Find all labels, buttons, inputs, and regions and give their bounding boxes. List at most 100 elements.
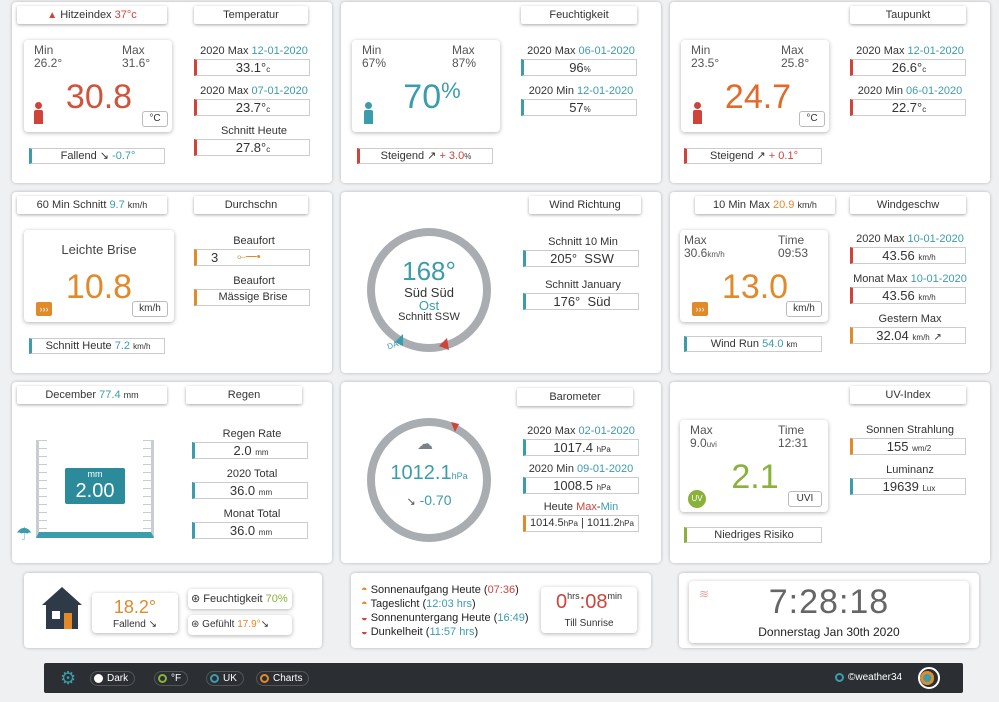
dewpoint-trend: Steigend ↗ + 0.1° — [684, 148, 822, 164]
sun-panel: ◓ Sonnenaufgang Heute (07:36) ◓ Tageslic… — [351, 573, 651, 648]
wind-dir-avg: Schnitt SSW — [398, 311, 460, 323]
thermometer-icon: ⊛ — [191, 619, 200, 630]
uv-badge-icon: UV — [688, 490, 706, 508]
heat-index-box: Min 26.2° Max 31.6° 30.8 °C — [24, 40, 172, 132]
rain-year-total: 36.0 mm — [192, 482, 308, 499]
dewpoint-year-max: 26.6°c — [850, 59, 966, 76]
cloud-rain-icon: ☁ — [417, 436, 433, 453]
wind-badge-icon: ››› — [36, 302, 52, 316]
humidity-trend: Steigend ↗ + 3.0% — [357, 148, 493, 164]
uv-unit: UVI — [788, 491, 822, 507]
wind-yesterday-max: 32.04 km/h ↗ — [850, 327, 966, 344]
wind-degrees: 168° — [402, 256, 456, 286]
baro-today: 1014.5hPa | 1011.2hPa — [523, 515, 639, 532]
baro-year-max: 1017.4 hPa — [523, 439, 639, 456]
humidity-panel: Feuchtigkeit Min 67% Max 87% 70% Steigend … — [341, 2, 661, 183]
windsock-icon: ⟜━• — [237, 251, 261, 263]
charts-button[interactable]: Charts — [256, 671, 310, 686]
sunset-icon: ◒ — [361, 612, 368, 624]
clock-time: 7:28:18 — [768, 583, 890, 621]
wind-avg-jan: 176° Süd — [523, 293, 639, 310]
rain-rate: 2.0 mm — [192, 442, 308, 459]
durchschn-tab: Durchschn — [194, 196, 308, 214]
rain-month-tab: December 77.4 mm — [17, 386, 167, 404]
indoor-humidity: ⊛ Feuchtigkeit 70% — [188, 589, 292, 609]
uv-risk: Niedriges Risiko — [684, 527, 822, 543]
trend-up-icon: ↗ — [427, 150, 437, 162]
barometer-trend: ↘ -0.70 — [406, 492, 452, 508]
gust-value: 13.0 — [721, 268, 789, 306]
dewpoint-box: Min 23.5° Max 25.8° 24.7 °C — [681, 40, 829, 132]
solar-radiation: 155 wm/2 — [850, 438, 966, 455]
uk-units-button[interactable]: UK — [206, 671, 244, 686]
person-icon — [34, 102, 44, 124]
humidity-year-min: 57% — [521, 99, 637, 116]
uv-panel: UV-Index Max 9.0uvi Time 12:31 2.1 UV UVI … — [670, 382, 990, 563]
luminance: 19639 Lux — [850, 478, 966, 495]
uv-box: Max 9.0uvi Time 12:31 2.1 UV UVI — [680, 420, 828, 512]
daylight-icon: ◓ — [361, 598, 368, 610]
dark-mode-button[interactable]: Dark — [90, 671, 136, 686]
wind-avg-value: 10.8 — [65, 268, 133, 306]
wifi-icon: ≋ — [699, 587, 710, 601]
heat-index-panel: ▲ Hitzeindex 37°c Temperatur Min 26.2° Ma… — [12, 2, 332, 183]
wind-avg-unit: km/h — [132, 301, 168, 317]
wind-avg-today: Schnitt Heute 7.2 km/h — [29, 338, 165, 354]
beaufort-value: 3 ⟜━• — [194, 249, 310, 266]
rain-panel: December 77.4 mm Regen mm 2.00 ☂ Regen R… — [12, 382, 332, 563]
wind-dir2: Ost — [418, 298, 440, 313]
wind-year-max: 43.56 km/h — [850, 247, 966, 264]
clock-panel: ≋ 7:28:18 Donnerstag Jan 30th 2020 — [679, 573, 979, 648]
gust-unit: km/h — [786, 301, 822, 317]
barometer-value: 1012.1hPa — [390, 462, 468, 484]
credit-link[interactable]: ©weather34 — [832, 671, 908, 686]
temp-avg-today: 27.8°c — [194, 139, 310, 156]
wind-avg10: 205° SSW — [523, 250, 639, 267]
temp-year-max: 33.1°c — [194, 59, 310, 76]
humidity-value: 70% — [403, 78, 461, 116]
sunrise-countdown: 0hrs:08min Till Sunrise — [541, 587, 637, 633]
indoor-panel: 18.2° Fallend ↘ ⊛ Feuchtigkeit 70% ⊛ Gef… — [24, 573, 322, 648]
baro-year-min: 1008.5 hPa — [523, 477, 639, 494]
sun-info: ◓ Sonnenaufgang Heute (07:36) ◓ Tageslic… — [361, 584, 529, 638]
dewpoint-panel: Taupunkt Min 23.5° Max 25.8° 24.7 °C Steig… — [670, 2, 990, 183]
dewpoint-year-min: 22.7°c — [850, 99, 966, 116]
wind-direction-panel: Wind Richtung 168° Süd Süd Ost Schnitt S… — [341, 192, 661, 373]
indoor-feels: ⊛ Gefühlt 17.9°↘ — [188, 615, 292, 635]
logo-icon[interactable] — [918, 667, 940, 689]
indoor-temp-box: 18.2° Fallend ↘ — [92, 593, 178, 633]
wind-direction-tab: Wind Richtung — [529, 196, 641, 214]
clock-box: ≋ 7:28:18 Donnerstag Jan 30th 2020 — [689, 581, 969, 643]
heat-index-tab: ▲ Hitzeindex 37°c — [17, 6, 167, 24]
uv-tab: UV-Index — [850, 386, 966, 404]
fahrenheit-button[interactable]: °F — [154, 671, 189, 686]
gust-box: Max 30.6km/h Time 09:53 13.0 ››› km/h — [680, 230, 828, 322]
darkness-icon: ◒ — [361, 626, 368, 638]
heat-index-unit: °C — [142, 111, 168, 127]
humidity-tab: Feuchtigkeit — [521, 6, 637, 24]
wind-desc: Leichte Brise — [61, 242, 137, 257]
wind-avg-box: Leichte Brise 10.8 ››› km/h — [24, 230, 174, 322]
wind-direction-marker — [439, 338, 449, 350]
gear-icon[interactable]: ⚙ — [60, 668, 77, 688]
sunrise-icon: ◓ — [361, 584, 368, 596]
barometer-tab: Barometer — [517, 388, 633, 406]
wind-run: Wind Run 54.0 km — [684, 336, 822, 352]
umbrella-icon: ☂ — [16, 524, 33, 544]
temp-year-min: 23.7°c — [194, 99, 310, 116]
wind-month-max: 43.56 km/h — [850, 287, 966, 304]
trend-up-icon: ↗ — [756, 150, 766, 162]
humidity-box: Min 67% Max 87% 70% — [352, 40, 500, 132]
gust-tab: 10 Min Max 20.9 km/h — [695, 196, 835, 214]
rain-month-total: 36.0 mm — [192, 522, 308, 539]
rain-value-box: mm 2.00 — [65, 468, 125, 504]
wind-day-marker — [395, 334, 403, 346]
dewpoint-value: 24.7 — [724, 78, 792, 116]
gust-panel: 10 Min Max 20.9 km/h Windgeschw Max 30.6k… — [670, 192, 990, 373]
wind-compass — [367, 228, 491, 352]
humidity-year-max: 96% — [521, 59, 637, 76]
dewpoint-tab: Taupunkt — [850, 6, 966, 24]
wind-dir1: Süd Süd — [404, 285, 454, 300]
barometer-panel: Barometer ☁ 1012.1hPa ↘ -0.70 2020 Max 0… — [341, 382, 661, 563]
barometer-marker — [451, 422, 459, 432]
